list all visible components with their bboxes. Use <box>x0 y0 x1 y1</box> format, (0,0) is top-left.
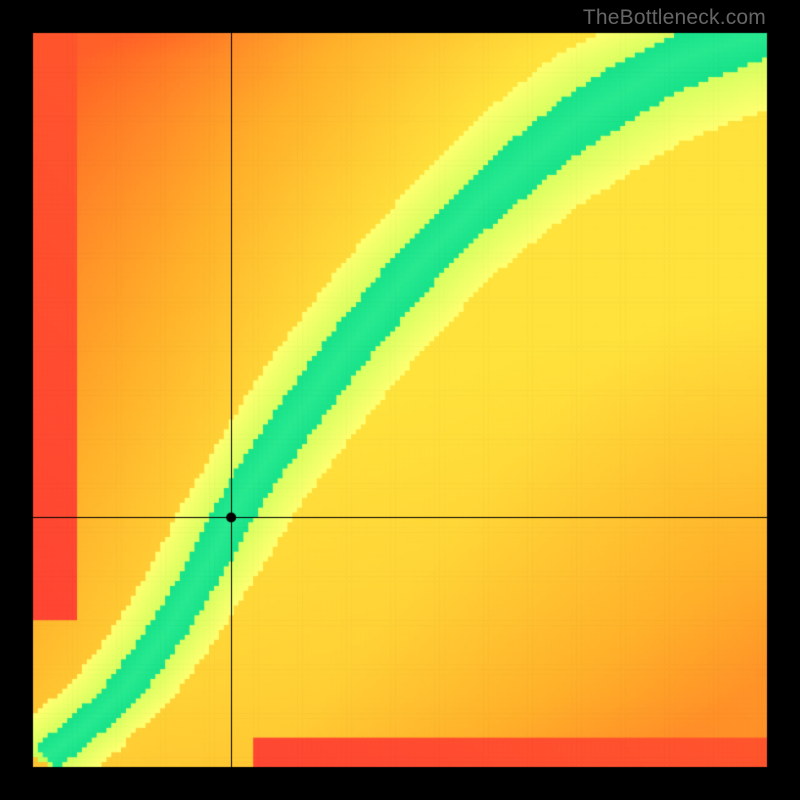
source-watermark: TheBottleneck.com <box>583 6 766 30</box>
chart-container: TheBottleneck.com <box>0 0 800 800</box>
heatmap-canvas <box>0 0 800 800</box>
